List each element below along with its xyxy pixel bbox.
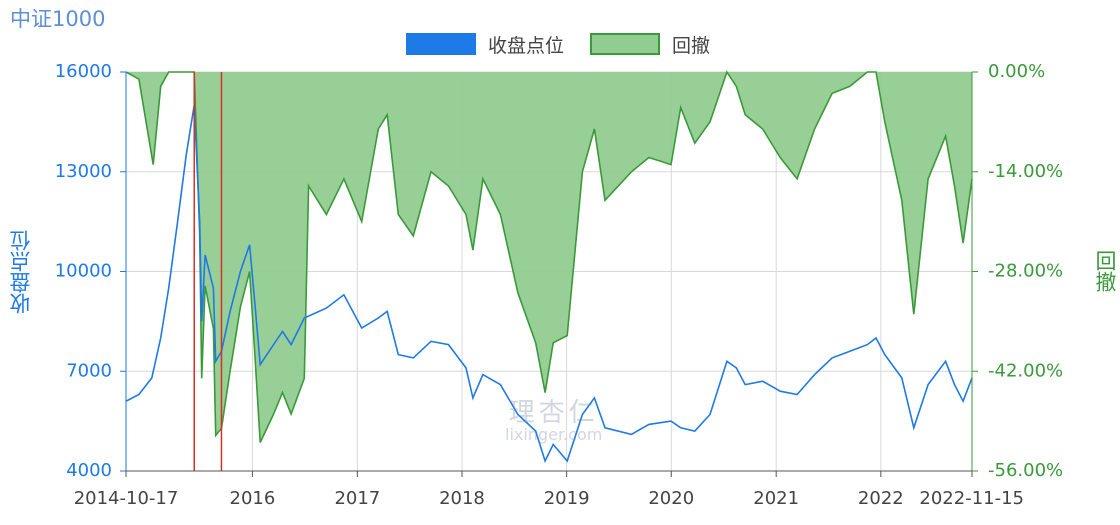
y-tick-label-right: -14.00% [988, 161, 1063, 182]
y-tick-label-right: 0.00% [988, 61, 1045, 82]
legend-item-drawdown[interactable]: 回撤 [590, 31, 710, 57]
y-tick-label-left: 16000 [55, 61, 112, 82]
x-tick-label: 2014-10-17 [74, 488, 179, 509]
chart-title: 中证1000 [10, 7, 106, 31]
watermark-logo: 理杏仁 [508, 398, 599, 428]
x-tick-label: 2020 [648, 488, 694, 509]
x-tick-label: 2022 [858, 488, 904, 509]
x-tick-label: 2021 [753, 488, 799, 509]
legend-item-price[interactable]: 收盘点位 [406, 31, 564, 57]
y-tick-label-left: 10000 [55, 261, 112, 282]
legend-label-drawdown: 回撤 [672, 34, 711, 57]
legend-swatch-price [406, 33, 476, 55]
x-tick-label: 2019 [544, 488, 590, 509]
y-tick-label-left: 13000 [55, 161, 112, 182]
watermark: 理杏仁 lixinger.com [505, 398, 603, 445]
legend-label-price: 收盘点位 [488, 34, 565, 57]
x-tick-label: 2017 [334, 488, 380, 509]
drawdown-area [126, 72, 972, 443]
x-tick-label: 2022-11-15 [919, 488, 1024, 509]
y-tick-label-right: -28.00% [988, 261, 1063, 282]
watermark-url: lixinger.com [505, 425, 603, 445]
y-tick-label-right: -42.00% [988, 360, 1063, 381]
price-line [125, 105, 973, 464]
y-tick-label-right: -56.00% [988, 460, 1063, 481]
legend-swatch-drawdown [590, 33, 660, 55]
drawdown-line [125, 70, 973, 443]
y-tick-label-left: 4000 [66, 460, 112, 481]
x-tick-label: 2018 [439, 488, 485, 509]
x-tick-label: 2016 [230, 488, 276, 509]
y-tick-label-left: 7000 [66, 360, 112, 381]
y-axis-left-label: 收盘点位 [9, 230, 33, 314]
y-axis-right-label: 回撤 [1093, 250, 1117, 292]
